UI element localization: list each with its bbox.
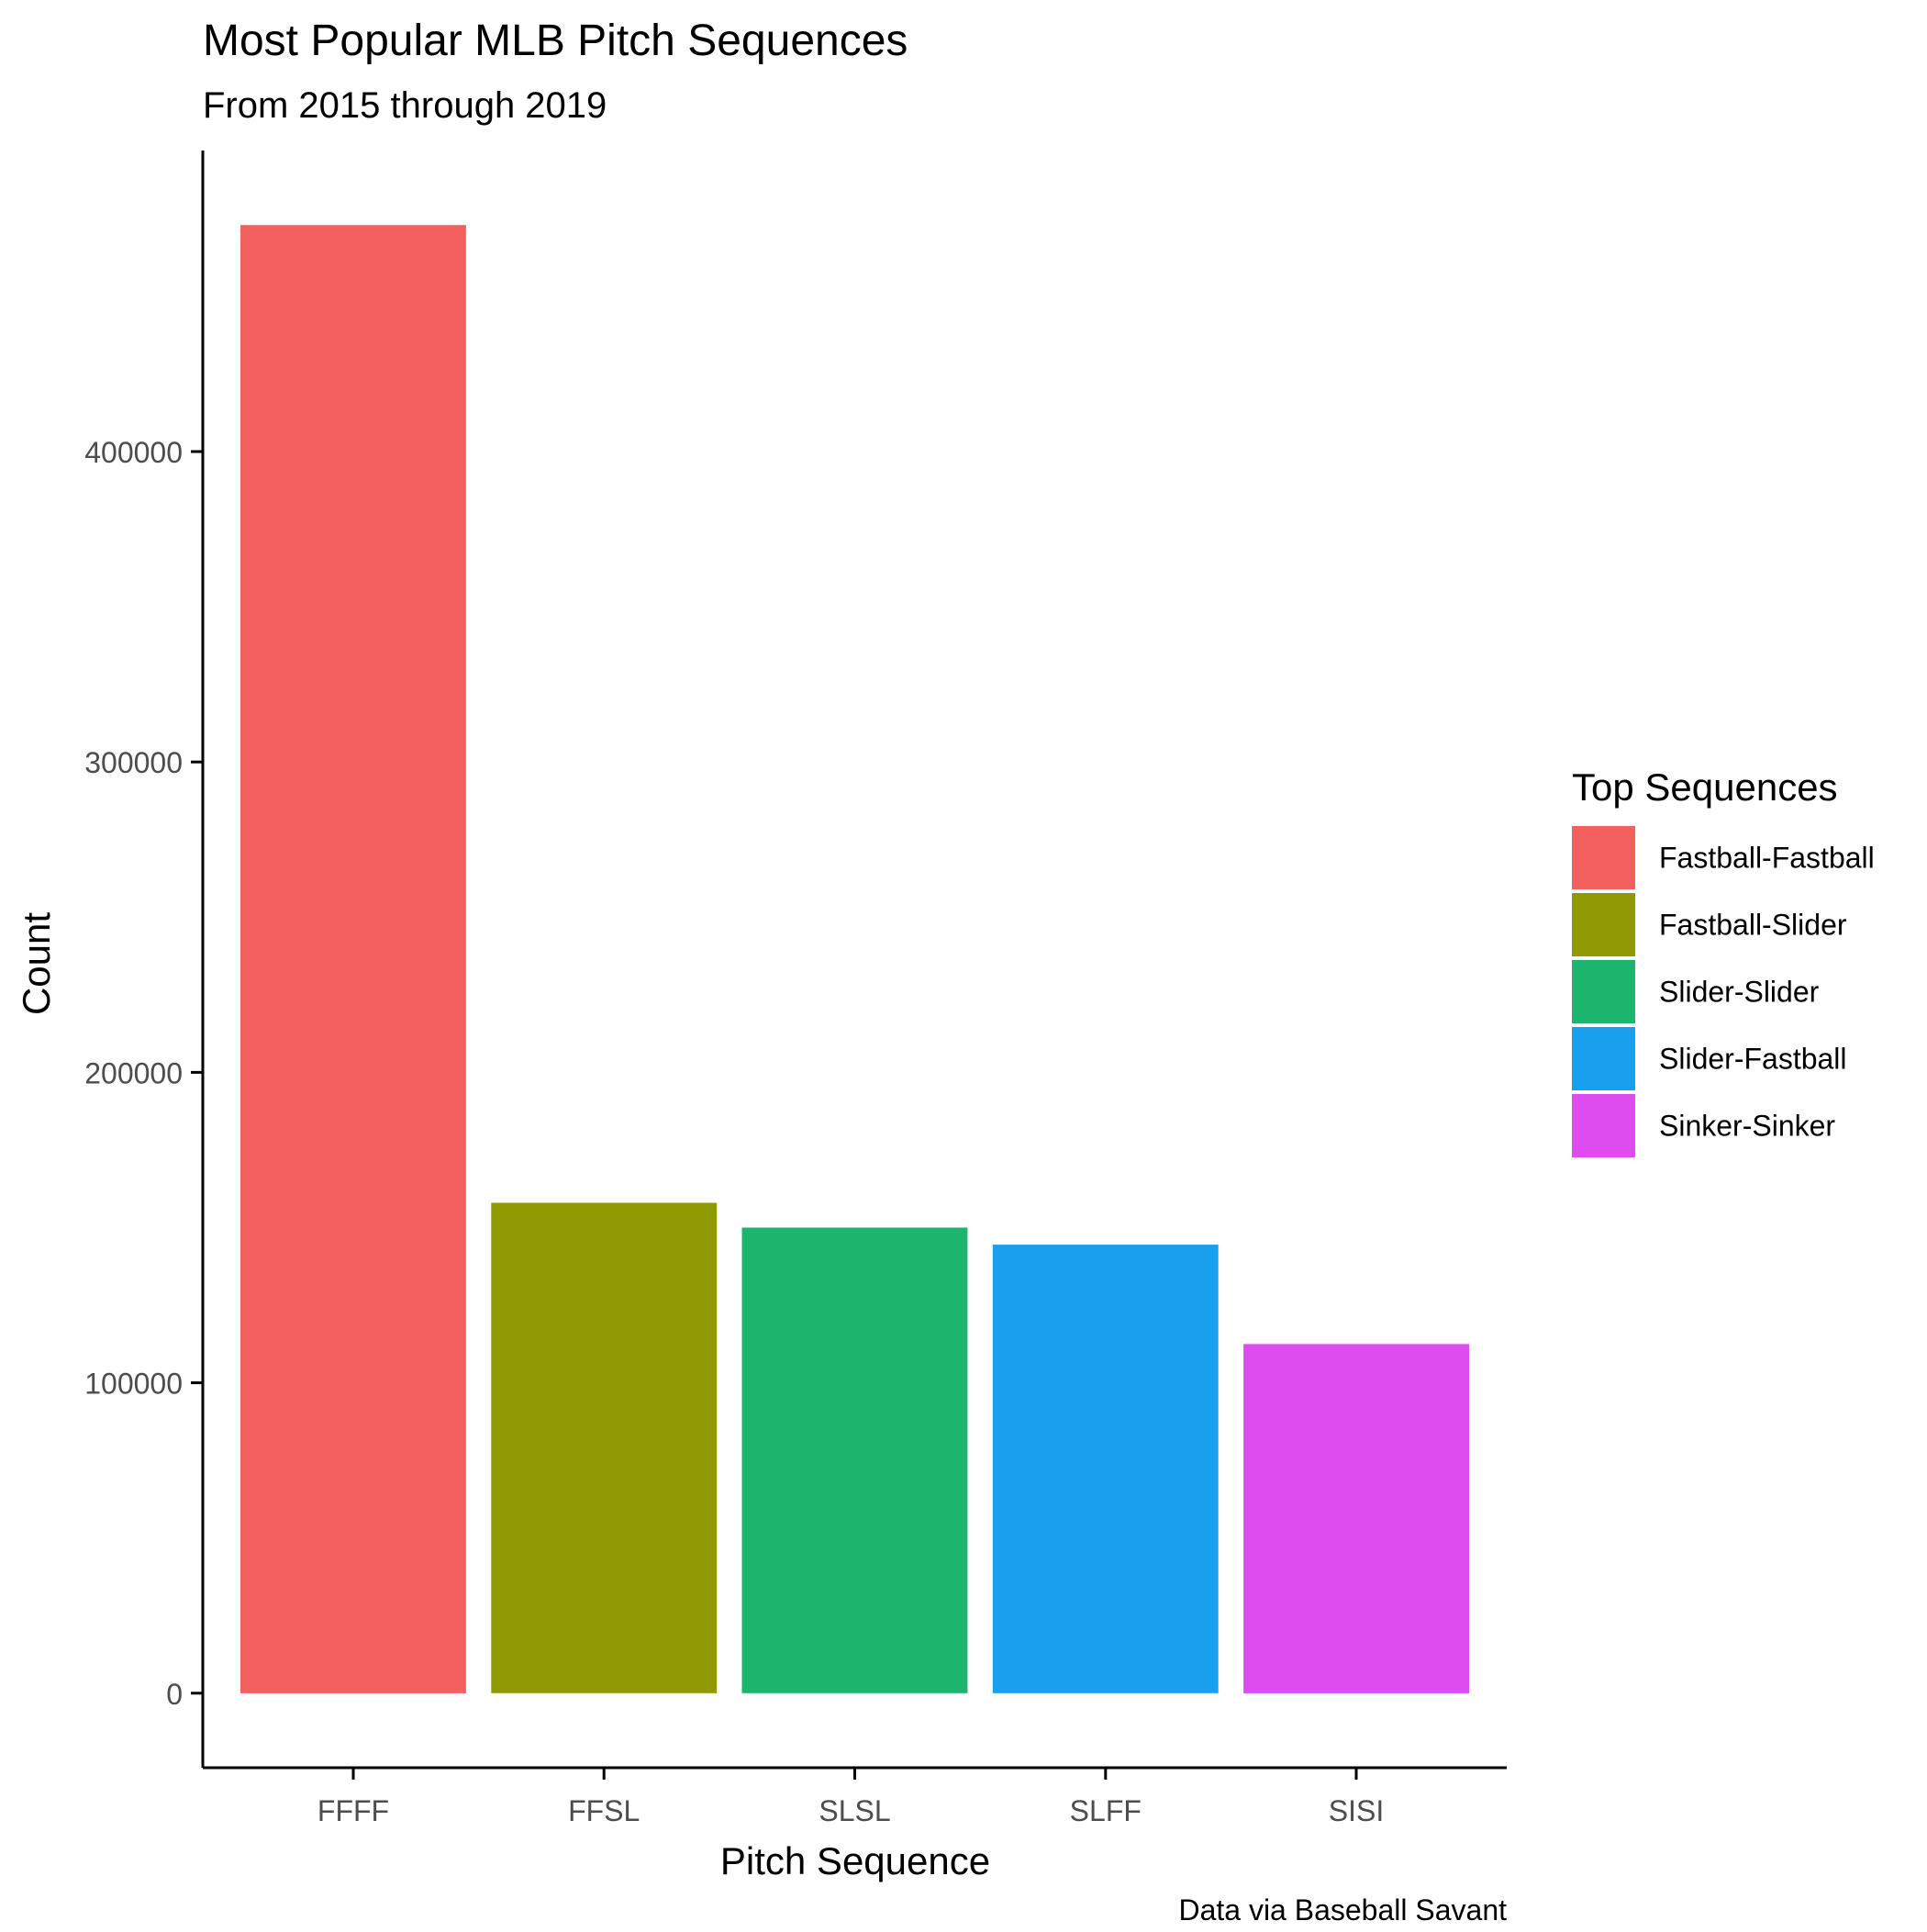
bar-sisi xyxy=(1243,1344,1469,1693)
legend-swatch xyxy=(1572,1094,1635,1157)
x-tick-label: FFSL xyxy=(568,1794,640,1827)
bar-slsl xyxy=(741,1227,968,1693)
legend-label: Slider-Fastball xyxy=(1659,1043,1847,1076)
y-tick-label: 400000 xyxy=(84,436,183,469)
chart-subtitle: From 2015 through 2019 xyxy=(203,85,607,126)
x-tick-label: SLSL xyxy=(819,1794,890,1827)
x-ticks-layer: FFFF FFSL SLSL SLFF SISI xyxy=(317,1768,1384,1827)
bar-ffff xyxy=(240,225,466,1693)
y-tick-label: 300000 xyxy=(84,746,183,779)
legend-title: Top Sequences xyxy=(1572,765,1838,809)
y-tick-label: 100000 xyxy=(84,1368,183,1401)
legend-label: Fastball-Fastball xyxy=(1659,842,1875,875)
x-tick-label: FFFF xyxy=(317,1794,389,1827)
legend-label: Slider-Slider xyxy=(1659,976,1820,1009)
y-axis-label: Count xyxy=(15,912,58,1015)
x-tick-label: SISI xyxy=(1329,1794,1384,1827)
legend-label: Sinker-Sinker xyxy=(1659,1110,1835,1143)
chart-title: Most Popular MLB Pitch Sequences xyxy=(203,17,908,65)
legend-swatch xyxy=(1572,826,1635,889)
legend-swatch xyxy=(1572,893,1635,956)
legend: Top Sequences Fastball-FastballFastball-… xyxy=(1572,765,1875,1157)
y-tick-label: 200000 xyxy=(84,1056,183,1089)
bars-layer xyxy=(240,225,1469,1693)
y-ticks-layer: 0 100000 200000 300000 400000 xyxy=(84,436,203,1711)
legend-label: Fastball-Slider xyxy=(1659,909,1847,942)
x-axis-label: Pitch Sequence xyxy=(720,1839,990,1882)
chart-caption: Data via Baseball Savant xyxy=(1178,1893,1507,1926)
bar-ffsl xyxy=(491,1202,718,1693)
x-tick-label: SLFF xyxy=(1070,1794,1142,1827)
bar-slff xyxy=(992,1245,1219,1693)
legend-swatch xyxy=(1572,1027,1635,1090)
legend-items: Fastball-Fastball Fastball-Slider Slider-S… xyxy=(1572,826,1875,1157)
legend-swatch xyxy=(1572,960,1635,1023)
y-tick-label: 0 xyxy=(166,1678,183,1711)
